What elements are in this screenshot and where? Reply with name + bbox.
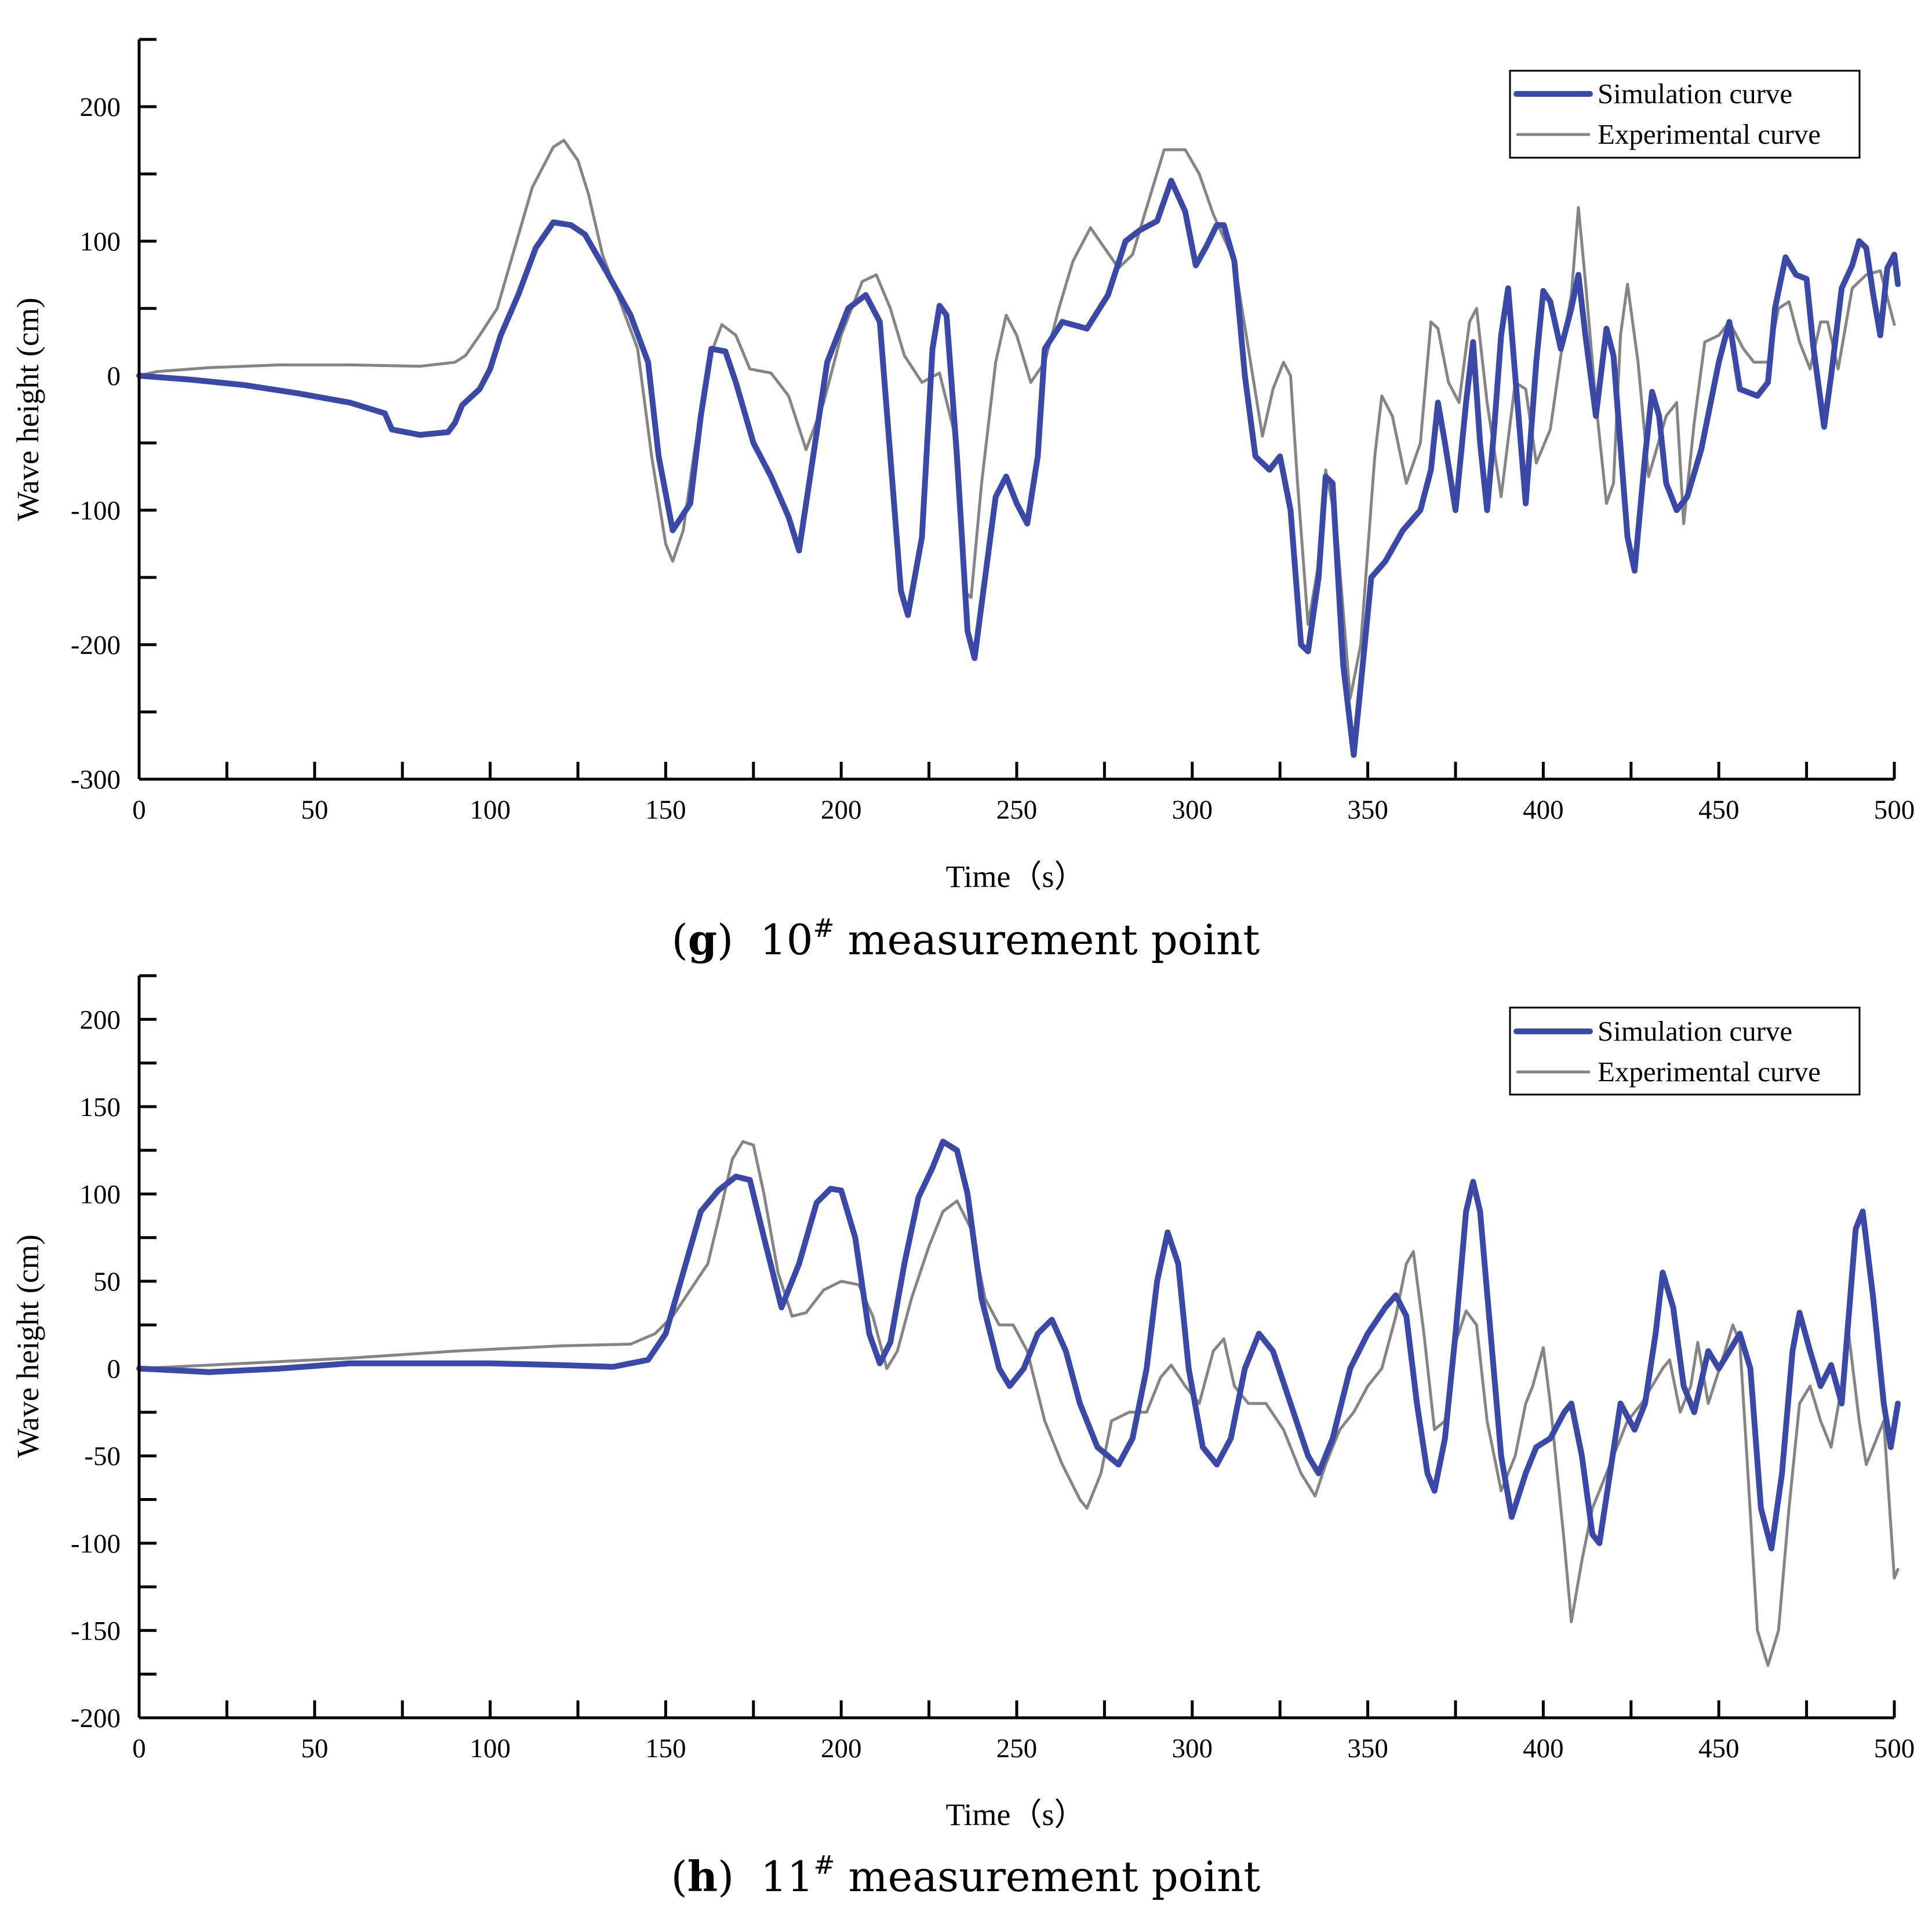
x-tick-label: 350 — [1347, 1733, 1388, 1764]
series-line-simulation — [136, 177, 1901, 758]
legend-label-experimental-g: Experimental curve — [1598, 118, 1821, 150]
caption-spacer-h — [734, 1852, 761, 1901]
x-tick-label: 500 — [1874, 1733, 1915, 1764]
legend-h: Simulation curve Experimental curve — [1509, 1006, 1861, 1096]
caption-paren-close-g: ) — [717, 915, 733, 964]
x-tick-label: 50 — [301, 795, 328, 825]
series-group-g — [136, 139, 1901, 758]
x-tick-label: 200 — [821, 1733, 862, 1764]
y-tick-label: 200 — [80, 1005, 121, 1035]
chart-panel-g: -300 -200 -100 0 100 200 0 50 100 150 200 250 300 35… — [10, 38, 1915, 964]
caption-paren-open-g: ( — [672, 915, 688, 964]
legend-label-simulation-h: Simulation curve — [1598, 1015, 1792, 1047]
y-tick-label: 50 — [93, 1267, 121, 1297]
y-tick-label: -200 — [71, 630, 121, 660]
caption-paren-close-h: ) — [718, 1852, 734, 1901]
y-tick-label: -100 — [71, 496, 121, 526]
x-tick-label: 400 — [1523, 795, 1564, 825]
x-tick-label: 50 — [301, 1733, 328, 1764]
x-tick-label: 0 — [132, 1733, 146, 1764]
x-tick-label: 100 — [470, 795, 511, 825]
caption-number-h: 11 — [761, 1852, 814, 1901]
y-tick-label: -200 — [71, 1703, 121, 1733]
caption-paren-open-h: ( — [671, 1852, 687, 1901]
y-tick-label: 100 — [80, 1179, 121, 1209]
caption-sup-h: # — [814, 1851, 835, 1880]
y-tick-label: -50 — [84, 1441, 121, 1471]
series-line-simulation — [136, 1139, 1901, 1551]
y-tick-label: 100 — [80, 227, 121, 257]
y-tick-label: 150 — [80, 1092, 121, 1122]
caption-label-h: h — [687, 1852, 718, 1901]
y-axis-title-g: Wave height (cm) — [10, 297, 45, 521]
x-axis-title-h: Time（s） — [945, 1797, 1085, 1832]
x-tick-label: 200 — [821, 795, 862, 825]
caption-spacer-g — [733, 915, 760, 964]
caption-rest-h: measurement point — [835, 1852, 1260, 1901]
x-tick-label: 250 — [996, 795, 1038, 825]
x-tick-label: 300 — [1172, 1733, 1213, 1764]
x-tick-label: 300 — [1172, 795, 1213, 825]
x-tick-label: 500 — [1874, 795, 1915, 825]
x-tick-label: 450 — [1698, 1733, 1740, 1764]
x-tick-label: 0 — [132, 795, 146, 825]
x-tick-label: 250 — [996, 1733, 1038, 1764]
caption-label-g: g — [688, 915, 717, 964]
legend-box-g — [1509, 70, 1861, 159]
y-ticks-h: -200 -150 -100 -50 0 50 100 150 200 — [71, 974, 157, 1733]
y-tick-label: -300 — [71, 765, 121, 795]
x-tick-label: 400 — [1523, 1733, 1564, 1764]
x-tick-label: 150 — [645, 795, 686, 825]
caption-number-g: 10 — [760, 915, 813, 964]
legend-g: Simulation curve Experimental curve — [1509, 70, 1861, 159]
x-tick-label: 350 — [1347, 795, 1388, 825]
y-tick-label: -100 — [71, 1529, 121, 1559]
y-ticks-g: -300 -200 -100 0 100 200 — [71, 38, 157, 795]
x-tick-label: 150 — [645, 1733, 686, 1764]
x-ticks-h: 0 50 100 150 200 250 300 350 400 450 500 — [132, 1700, 1915, 1764]
legend-box-h — [1509, 1006, 1861, 1096]
caption-sup-g: # — [813, 914, 835, 943]
caption-g: (g) 10# measurement point — [672, 914, 1260, 964]
x-tick-label: 450 — [1698, 795, 1740, 825]
x-tick-label: 100 — [470, 1733, 511, 1764]
y-axis-title-h: Wave height (cm) — [10, 1234, 45, 1458]
caption-h: (h) 11# measurement point — [671, 1851, 1261, 1901]
legend-label-experimental-h: Experimental curve — [1598, 1056, 1821, 1088]
y-tick-label: 0 — [107, 361, 121, 391]
series-line-experimental — [137, 139, 1896, 700]
x-ticks-g: 0 50 100 150 200 250 300 350 400 450 500 — [132, 762, 1915, 825]
y-tick-label: -150 — [71, 1616, 121, 1646]
y-tick-label: 0 — [107, 1354, 121, 1384]
caption-rest-g: measurement point — [834, 915, 1260, 964]
legend-label-simulation-g: Simulation curve — [1598, 78, 1792, 110]
y-tick-label: 200 — [80, 92, 121, 122]
series-group-h — [136, 1139, 1901, 1667]
x-axis-title-g: Time（s） — [945, 859, 1085, 894]
series-line-experimental — [137, 1140, 1900, 1667]
chart-panel-h: -200 -150 -100 -50 0 50 100 150 200 0 50 100 150 200… — [10, 974, 1915, 1901]
